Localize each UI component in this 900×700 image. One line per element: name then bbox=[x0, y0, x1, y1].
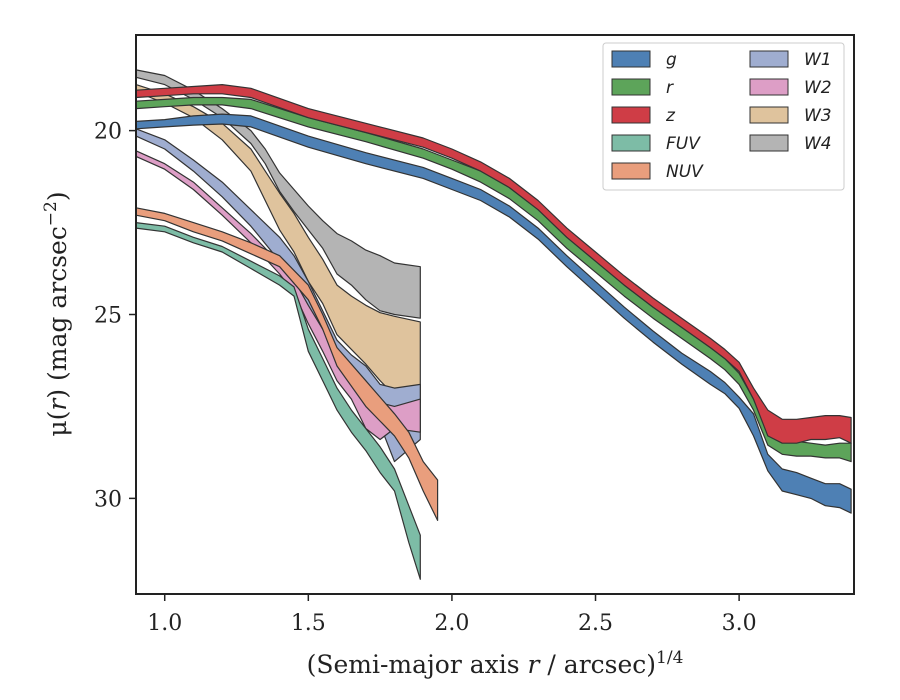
y-tick-label: 20 bbox=[94, 120, 122, 145]
band-fuv bbox=[135, 222, 421, 580]
y-tick-label: 30 bbox=[94, 487, 122, 512]
legend-swatch bbox=[611, 106, 651, 124]
x-tick-label: 2.0 bbox=[434, 611, 469, 636]
band-w4 bbox=[135, 69, 421, 319]
band-z bbox=[135, 84, 852, 444]
legend-label: FUV bbox=[666, 134, 701, 154]
x-tick-label: 1.5 bbox=[291, 611, 326, 636]
legend-label: W4 bbox=[804, 134, 832, 154]
legend-label: W1 bbox=[804, 50, 832, 70]
ticks-layer: 1.0 1.5 2.0 2.5 3.0 20 25 30 bbox=[94, 120, 757, 636]
legend-label: NUV bbox=[666, 162, 704, 182]
legend-entry-w1: W1 bbox=[749, 50, 832, 70]
legend-entry-nuv: NUV bbox=[611, 162, 704, 182]
legend-entries: grz FUV NUV W1 W2 W3 W4 bbox=[611, 50, 832, 182]
legend-swatch bbox=[611, 50, 651, 68]
legend-swatch bbox=[749, 50, 789, 68]
legend-swatch bbox=[749, 106, 789, 124]
legend-entry-g: g bbox=[611, 50, 677, 70]
legend-label: z bbox=[665, 106, 676, 126]
band-g bbox=[135, 113, 852, 514]
legend-swatch bbox=[749, 78, 789, 96]
y-tick-label: 25 bbox=[94, 304, 122, 329]
legend-entry-w2: W2 bbox=[749, 78, 832, 98]
legend-label: W2 bbox=[804, 78, 832, 98]
series-layer bbox=[135, 69, 852, 580]
legend-swatch bbox=[611, 134, 651, 152]
y-axis-label: μ(r) (mag arcsec−2) bbox=[41, 191, 72, 436]
legend-entry-z: z bbox=[611, 106, 676, 126]
legend-entry-w4: W4 bbox=[749, 134, 832, 154]
legend-entry-r: r bbox=[611, 78, 674, 98]
legend-entry-fuv: FUV bbox=[611, 134, 701, 154]
x-tick-label: 2.5 bbox=[578, 611, 613, 636]
x-axis-label: (Semi-major axis r / arcsec)1/4 bbox=[307, 648, 684, 679]
legend-label: W3 bbox=[804, 106, 832, 126]
legend-swatch bbox=[611, 78, 651, 96]
legend: grz FUV NUV W1 W2 W3 W4 bbox=[602, 42, 845, 191]
legend-entry-w3: W3 bbox=[749, 106, 832, 126]
legend-label: g bbox=[666, 50, 677, 70]
x-tick-label: 3.0 bbox=[722, 611, 757, 636]
legend-swatch bbox=[611, 162, 651, 180]
legend-label: r bbox=[666, 78, 674, 98]
band-nuv bbox=[135, 207, 439, 521]
legend-swatch bbox=[749, 134, 789, 152]
x-tick-label: 1.0 bbox=[147, 611, 182, 636]
